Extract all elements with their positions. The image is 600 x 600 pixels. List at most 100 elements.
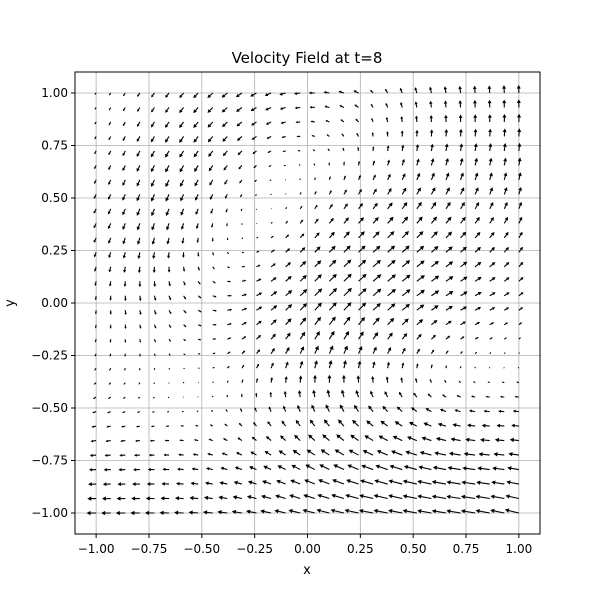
- velocity-arrow: [123, 92, 126, 97]
- velocity-arrow: [414, 115, 419, 123]
- velocity-arrow: [275, 494, 286, 500]
- velocity-arrow: [372, 361, 376, 369]
- velocity-arrow: [445, 201, 451, 210]
- velocity-arrow: [328, 360, 333, 369]
- velocity-arrow: [89, 453, 97, 457]
- velocity-arrow: [372, 259, 381, 268]
- velocity-arrow: [416, 260, 425, 268]
- velocity-arrow: [385, 102, 389, 108]
- velocity-arrow: [487, 99, 492, 108]
- velocity-arrow: [281, 420, 287, 427]
- velocity-arrow: [285, 276, 292, 282]
- velocity-arrow: [460, 201, 465, 210]
- velocity-arrow: [151, 107, 155, 113]
- velocity-arrow: [358, 245, 366, 253]
- velocity-arrow: [167, 396, 170, 399]
- velocity-arrow: [431, 334, 436, 340]
- velocity-arrow: [387, 303, 396, 311]
- velocity-arrow: [160, 496, 170, 501]
- velocity-arrow: [387, 216, 394, 224]
- velocity-arrow: [153, 324, 157, 329]
- velocity-arrow: [107, 208, 112, 215]
- velocity-arrow: [368, 405, 374, 412]
- velocity-arrow: [193, 92, 199, 99]
- velocity-arrow: [328, 259, 337, 268]
- velocity-arrow: [431, 480, 447, 485]
- velocity-arrow: [233, 480, 243, 485]
- velocity-arrow: [139, 324, 142, 329]
- velocity-arrow: [327, 374, 332, 383]
- velocity-arrow: [88, 467, 97, 472]
- velocity-arrow: [518, 246, 523, 253]
- velocity-arrow: [168, 295, 172, 301]
- velocity-arrow: [118, 467, 126, 472]
- velocity-arrow: [265, 436, 272, 441]
- velocity-arrow: [227, 308, 233, 312]
- velocity-arrow: [328, 345, 334, 354]
- velocity-arrow: [94, 353, 97, 357]
- velocity-arrow: [401, 144, 405, 152]
- velocity-arrow: [474, 187, 479, 195]
- velocity-arrow: [138, 295, 142, 302]
- velocity-arrow: [145, 496, 155, 501]
- velocity-arrow: [430, 364, 433, 369]
- velocity-arrow: [241, 265, 246, 268]
- velocity-arrow: [136, 425, 140, 428]
- velocity-arrow: [458, 380, 461, 384]
- velocity-arrow: [290, 479, 301, 485]
- velocity-arrow: [347, 464, 359, 471]
- velocity-arrow: [299, 192, 302, 195]
- velocity-arrow: [124, 324, 127, 329]
- velocity-arrow: [380, 420, 388, 427]
- velocity-arrow: [122, 194, 126, 201]
- velocity-arrow: [392, 435, 403, 442]
- velocity-arrow: [350, 434, 359, 442]
- velocity-arrow: [416, 201, 422, 210]
- chart-title: Velocity Field at t=8: [232, 49, 383, 67]
- velocity-arrow: [474, 261, 482, 268]
- velocity-arrow: [241, 379, 244, 383]
- velocity-arrow: [210, 208, 214, 214]
- velocity-arrow: [105, 439, 111, 443]
- velocity-arrow: [151, 92, 155, 98]
- velocity-arrow: [227, 337, 232, 340]
- velocity-arrow: [446, 494, 461, 500]
- velocity-arrow: [308, 434, 316, 441]
- velocity-arrow: [168, 338, 171, 342]
- velocity-arrow: [183, 324, 187, 328]
- velocity-arrow: [94, 121, 97, 125]
- velocity-arrow: [107, 194, 112, 200]
- velocity-arrow: [270, 235, 274, 239]
- velocity-arrow: [430, 143, 434, 152]
- velocity-arrow: [475, 508, 490, 514]
- velocity-arrow: [212, 338, 217, 340]
- velocity-arrow: [416, 216, 423, 224]
- velocity-arrow: [267, 421, 272, 427]
- velocity-arrow: [226, 394, 228, 398]
- velocity-arrow: [255, 378, 259, 383]
- velocity-arrow: [371, 132, 374, 137]
- velocity-arrow: [93, 382, 97, 385]
- velocity-arrow: [503, 246, 509, 253]
- velocity-arrow: [103, 467, 111, 472]
- velocity-arrow: [317, 493, 330, 500]
- velocity-arrow: [183, 367, 185, 370]
- velocity-arrow: [276, 479, 286, 485]
- velocity-arrow: [502, 143, 507, 152]
- velocity-arrow: [460, 321, 466, 326]
- velocity-arrow: [238, 165, 243, 170]
- velocity-arrow: [108, 121, 112, 126]
- velocity-arrow: [241, 237, 244, 240]
- velocity-arrow: [194, 194, 199, 201]
- velocity-arrow: [454, 409, 461, 413]
- velocity-arrow: [208, 165, 214, 172]
- velocity-arrow: [477, 466, 490, 471]
- x-tick-label: −1.00: [78, 542, 115, 556]
- velocity-arrow: [165, 223, 170, 231]
- velocity-arrow: [416, 231, 424, 239]
- velocity-arrow: [165, 107, 170, 113]
- velocity-arrow: [179, 150, 185, 158]
- velocity-arrow: [124, 353, 126, 357]
- velocity-arrow: [240, 393, 243, 398]
